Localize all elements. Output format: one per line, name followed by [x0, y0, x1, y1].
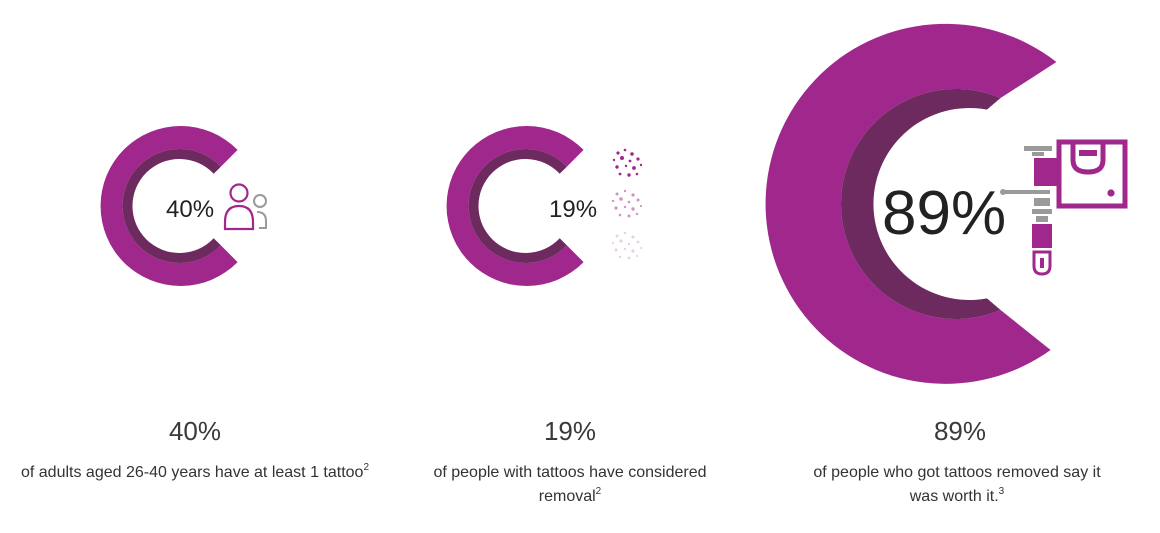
stat-value: 19% [543, 416, 597, 446]
caption-text: of people who got tattoos removed say it… [813, 464, 1101, 505]
stat-removal-worth-it: 89% 89% of people who got tattoos remove… [765, 0, 1150, 533]
footnote-marker: 2 [363, 461, 369, 473]
stat-value: 89% [933, 416, 987, 446]
stat-value: 40% [168, 416, 222, 446]
donut-chart [20, 0, 370, 533]
footnote-marker: 3 [998, 485, 1005, 497]
ink-dots-icon [611, 148, 643, 260]
caption-text: of adults aged 26-40 years have at least… [20, 464, 364, 481]
tattoo-machine-icon [1000, 139, 1128, 276]
ring-percentage: 19% [549, 196, 598, 223]
stat-caption: of adults aged 26-40 years have at least… [20, 461, 370, 485]
stat-considered-removal: 19% 19% of people with tattoos have cons… [410, 0, 730, 533]
ring-percentage: 89% [882, 179, 1007, 248]
stat-caption: of people with tattoos have considered r… [410, 461, 730, 509]
footnote-marker: 2 [595, 485, 602, 497]
caption-text: of people with tattoos have considered r… [433, 464, 707, 505]
ring-percentage: 40% [166, 196, 215, 223]
stat-caption: of people who got tattoos removed say it… [797, 461, 1117, 509]
person-icon [223, 183, 267, 231]
stat-adults-with-tattoo: 40% 40% of adults aged 26-40 years have … [20, 0, 370, 533]
donut-chart [410, 0, 730, 533]
donut-chart [765, 0, 1150, 533]
